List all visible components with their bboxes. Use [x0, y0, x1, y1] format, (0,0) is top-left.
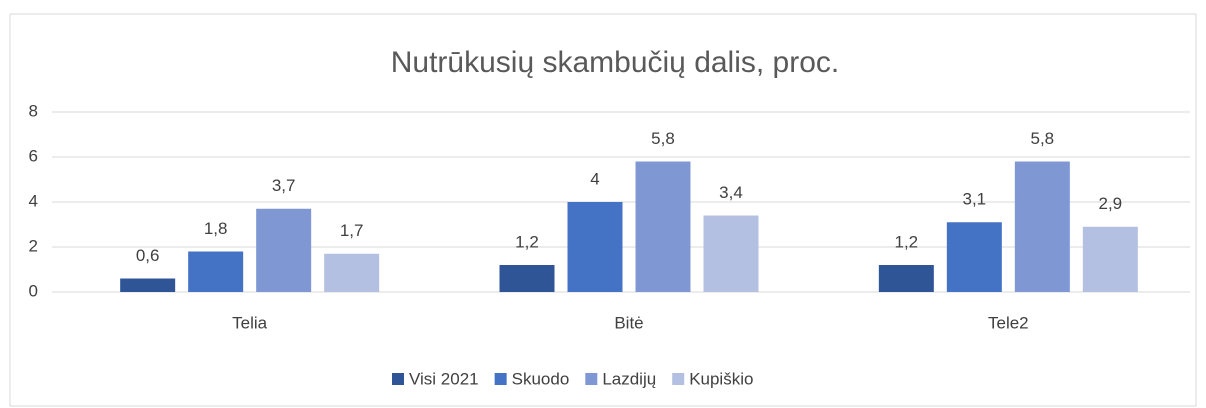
- legend-swatch: [585, 373, 598, 385]
- y-tick-label: 2: [29, 236, 38, 255]
- data-label: 0,6: [136, 246, 160, 265]
- bar: [946, 222, 1002, 292]
- y-tick-label: 6: [29, 146, 38, 165]
- y-tick-label: 0: [29, 281, 38, 300]
- data-label: 1,7: [340, 221, 364, 240]
- legend-swatch: [672, 373, 685, 385]
- chart-title: Nutrūkusių skambučių dalis, proc.: [391, 46, 840, 79]
- legend-label: Lazdijų: [602, 369, 656, 388]
- legend-label: Kupiškio: [689, 369, 753, 388]
- bar: [324, 253, 380, 292]
- data-label: 1,2: [895, 232, 919, 251]
- x-tick-label: Bitė: [614, 313, 643, 332]
- bar: [1014, 161, 1070, 292]
- bar: [703, 215, 759, 292]
- legend-swatch: [392, 373, 404, 385]
- data-label: 4: [590, 169, 599, 188]
- bar: [567, 202, 623, 292]
- legend-label: Skuodo: [512, 369, 570, 388]
- bar: [1082, 226, 1138, 292]
- y-tick-label: 4: [29, 191, 38, 210]
- bar: [188, 251, 244, 292]
- data-label: 1,2: [515, 232, 539, 251]
- data-label: 2,9: [1099, 194, 1123, 213]
- x-tick-label: Tele2: [988, 313, 1029, 332]
- legend-swatch: [494, 373, 507, 385]
- data-label: 5,8: [1031, 129, 1055, 148]
- data-label: 3,4: [719, 183, 743, 202]
- bar: [120, 278, 176, 292]
- data-label: 3,1: [963, 190, 987, 209]
- x-tick-label: Telia: [232, 313, 268, 332]
- bar: [256, 208, 312, 292]
- bar: [635, 161, 691, 292]
- bar: [499, 265, 555, 292]
- y-tick-label: 8: [29, 101, 38, 120]
- data-label: 1,8: [204, 219, 228, 238]
- data-label: 5,8: [651, 129, 675, 148]
- legend-label: Visi 2021: [409, 369, 479, 388]
- bar: [878, 265, 934, 292]
- data-label: 3,7: [272, 176, 296, 195]
